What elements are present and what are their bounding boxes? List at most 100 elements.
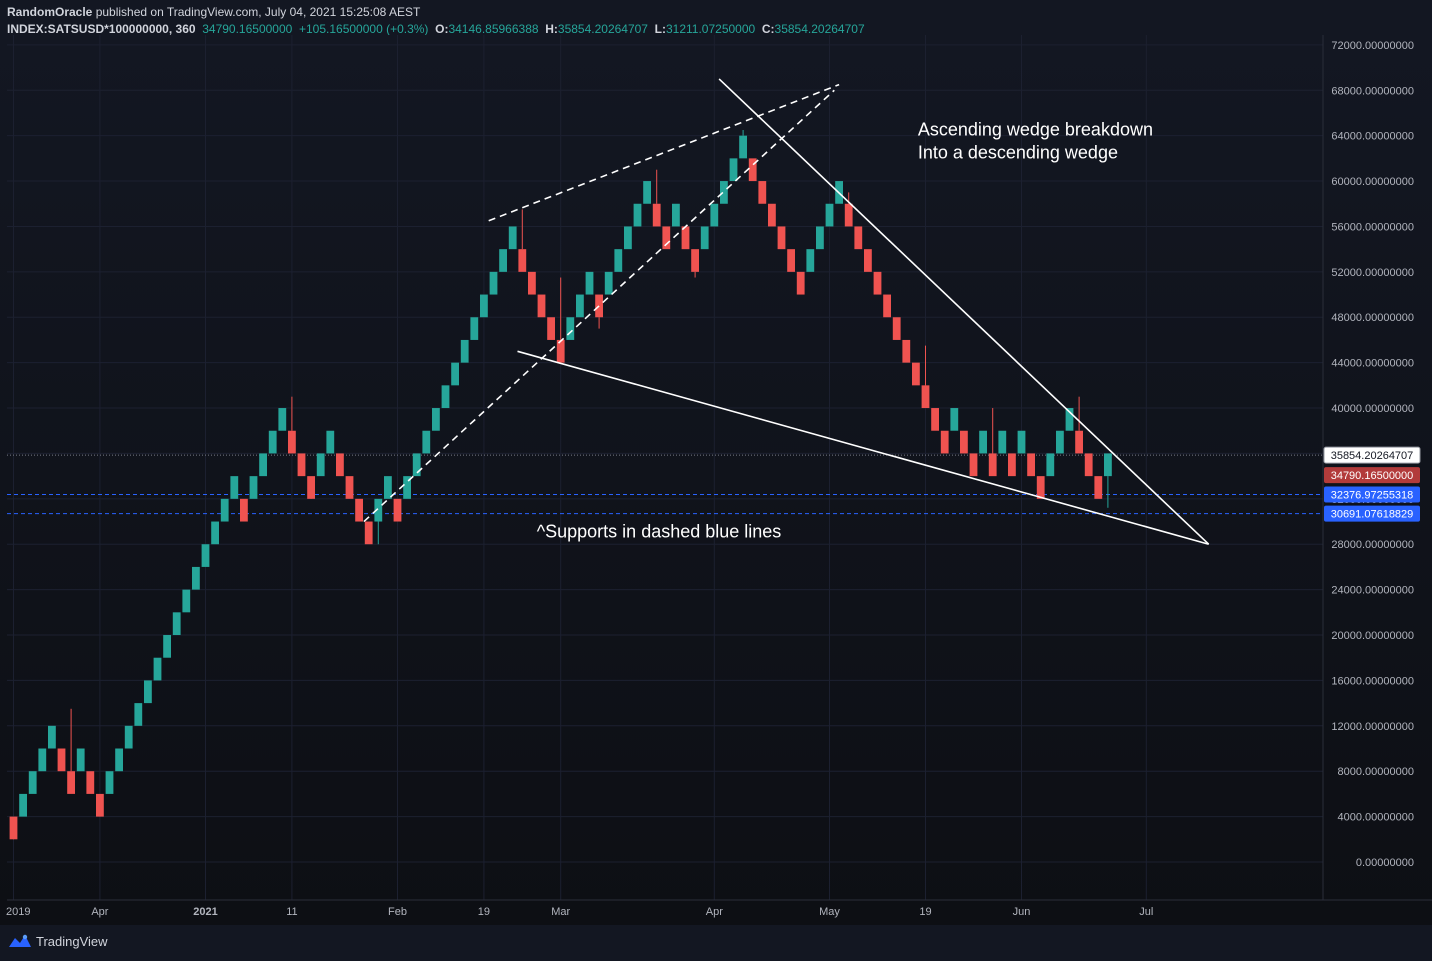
price-axis[interactable]: 0.00000000 4000.00000000 8000.00000000 1200… xyxy=(1331,40,1414,869)
renko-brick xyxy=(1084,453,1093,477)
renko-brick xyxy=(825,203,834,227)
renko-brick xyxy=(883,294,891,318)
renko-brick xyxy=(1017,430,1026,454)
renko-brick xyxy=(172,612,181,636)
renko-brick xyxy=(297,453,306,477)
renko-brick xyxy=(489,271,498,295)
renko-brick xyxy=(115,748,123,772)
renko-brick xyxy=(278,408,287,431)
renko-brick xyxy=(864,249,872,272)
renko-brick xyxy=(595,294,603,318)
price-tick-label: 4000.00000000 xyxy=(1338,812,1414,824)
renko-brick xyxy=(662,226,671,250)
renko-brick xyxy=(1027,453,1035,477)
price-tick-label: 12000.00000000 xyxy=(1331,721,1414,733)
renko-brick xyxy=(259,453,267,477)
axis-lines xyxy=(7,35,1432,901)
renko-brick xyxy=(316,453,325,477)
renko-brick xyxy=(1065,408,1074,431)
trendlines[interactable] xyxy=(363,78,1210,545)
price-labels: 35854.20264707 34790.16500000 32376.972553… xyxy=(1323,446,1421,522)
renko-brick xyxy=(998,430,1007,454)
renko-brick xyxy=(652,203,661,227)
renko-brick xyxy=(681,226,690,250)
tradingview-brand[interactable]: TradingView xyxy=(8,933,108,949)
descending-wedge-lower xyxy=(517,350,1209,545)
renko-brick xyxy=(556,339,565,363)
renko-brick xyxy=(48,725,56,749)
time-axis[interactable]: 2019 Apr 2021 11 Feb 19 Mar Apr May 19 Jun Jul xyxy=(6,906,1153,918)
time-tick-label: 2019 xyxy=(6,906,30,918)
renko-brick xyxy=(28,771,37,794)
time-tick-label: 11 xyxy=(286,906,297,918)
price-change: +105.16500000 (+0.3%) xyxy=(298,22,429,36)
renko-brick xyxy=(268,430,277,454)
renko-brick xyxy=(691,249,699,272)
renko-brick xyxy=(720,181,728,204)
renko-brick xyxy=(758,181,767,204)
renko-brick xyxy=(960,430,968,454)
renko-brick xyxy=(902,339,911,363)
renko-bricks xyxy=(9,135,1112,840)
renko-brick xyxy=(201,544,210,567)
renko-brick xyxy=(124,725,133,749)
renko-brick xyxy=(979,430,987,454)
renko-brick xyxy=(950,408,959,431)
renko-brick xyxy=(19,793,27,817)
price-tick-label: 48000.00000000 xyxy=(1331,312,1414,324)
renko-brick xyxy=(422,430,431,454)
renko-brick xyxy=(432,408,440,431)
time-tick-label: Feb xyxy=(388,906,407,918)
close-value: 35854.20264707 xyxy=(774,22,865,36)
renko-brick xyxy=(604,271,613,295)
renko-brick xyxy=(748,158,757,182)
price-tick-label: 56000.00000000 xyxy=(1331,221,1414,233)
renko-brick xyxy=(345,476,354,499)
time-tick-label: Jun xyxy=(1013,906,1031,918)
price-tick-label: 68000.00000000 xyxy=(1331,85,1414,97)
renko-brick xyxy=(412,453,421,477)
renko-brick xyxy=(633,203,642,227)
low-label: L: xyxy=(654,22,666,36)
time-tick-label: 2021 xyxy=(193,906,217,918)
renko-brick xyxy=(912,362,920,386)
renko-brick xyxy=(364,521,373,545)
renko-brick xyxy=(374,498,383,522)
renko-brick xyxy=(220,498,229,522)
price-label-text: 34790.16500000 xyxy=(1331,470,1414,482)
renko-brick xyxy=(153,657,162,681)
ascending-wedge-lower xyxy=(363,89,835,523)
renko-brick xyxy=(1036,476,1045,499)
renko-brick xyxy=(441,385,450,409)
renko-brick xyxy=(230,476,239,499)
renko-brick xyxy=(249,476,258,499)
high-value: 35854.20264707 xyxy=(557,22,648,36)
price-label-text: 35854.20264707 xyxy=(1331,450,1414,462)
price-tick-label: 40000.00000000 xyxy=(1331,403,1414,415)
renko-brick xyxy=(614,249,623,272)
renko-brick xyxy=(326,430,335,454)
close-label: C: xyxy=(761,22,775,36)
author-name[interactable]: RandomOracle xyxy=(7,5,93,19)
renko-brick xyxy=(537,294,546,318)
time-tick-label: Mar xyxy=(551,906,570,918)
renko-brick xyxy=(585,271,594,295)
renko-brick xyxy=(844,203,853,227)
renko-brick xyxy=(518,249,527,272)
open-label: O: xyxy=(435,22,449,36)
price-tick-label: 28000.00000000 xyxy=(1331,539,1414,551)
renko-brick xyxy=(700,226,709,250)
low-value: 31211.07250000 xyxy=(665,22,756,36)
price-tick-label: 44000.00000000 xyxy=(1331,358,1414,370)
renko-brick xyxy=(182,589,191,613)
renko-brick xyxy=(288,430,296,454)
high-label: H: xyxy=(545,22,558,36)
renko-brick xyxy=(710,203,719,227)
renko-brick xyxy=(729,158,738,182)
price-tick-label: 72000.00000000 xyxy=(1331,40,1414,52)
symbol-name[interactable]: INDEX:SATSUSD*100000000, 360 xyxy=(7,22,196,36)
renko-brick xyxy=(105,771,114,794)
price-label-box xyxy=(1324,467,1420,484)
renko-brick xyxy=(76,748,85,772)
